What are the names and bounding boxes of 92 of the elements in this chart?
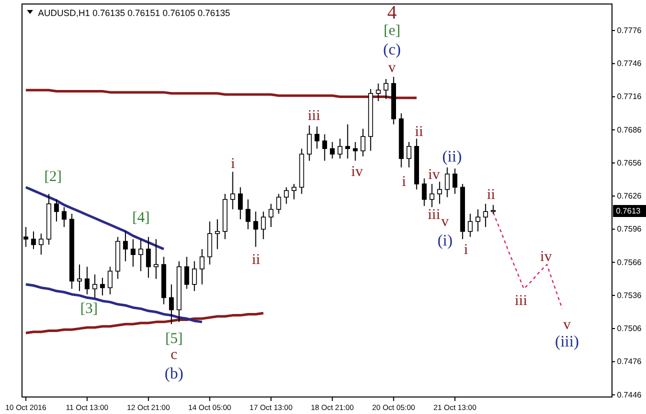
- annotation: iii: [308, 108, 320, 124]
- annotation: ii: [486, 187, 496, 203]
- annotation: v: [563, 317, 572, 333]
- candlestick: [154, 238, 158, 280]
- annotation: ii: [252, 252, 260, 268]
- candlestick: [352, 141, 358, 162]
- annotation: v: [441, 214, 450, 230]
- candlestick: [123, 230, 128, 262]
- annotation: (ii): [442, 148, 462, 166]
- y-tick-label: 0.7566: [617, 258, 642, 267]
- candlestick: [230, 171, 236, 210]
- annotation: i: [230, 156, 236, 172]
- candlestick: [214, 218, 220, 250]
- annotation: [5]: [165, 331, 183, 347]
- y-tick-label: 0.7656: [617, 158, 642, 168]
- candlestick: [452, 168, 458, 194]
- candlestick: [268, 203, 274, 228]
- candlestick: [376, 82, 381, 102]
- y-tick-label: 0.7716: [617, 92, 642, 102]
- candlestick: [146, 236, 151, 278]
- y-tick-label: 0.7446: [617, 390, 642, 400]
- candlestick: [169, 284, 174, 325]
- annotation: c: [170, 347, 178, 363]
- candlestick: [38, 233, 44, 256]
- annotation: iii: [428, 207, 440, 223]
- candlestick: [200, 248, 204, 285]
- candlestick: [338, 138, 342, 160]
- candlestick: [437, 181, 442, 204]
- candlestick: [276, 193, 282, 214]
- candlestick: [306, 124, 312, 162]
- annotation: [2]: [44, 169, 62, 185]
- candlestick: [238, 186, 243, 220]
- line-series: [24, 186, 166, 250]
- candlestick: [84, 266, 90, 295]
- candlestick: [444, 166, 450, 198]
- candlestick: [130, 238, 136, 268]
- annotation: 4: [387, 2, 398, 24]
- annotation: v: [388, 60, 396, 76]
- candlestick: [54, 198, 59, 222]
- annotation: [3]: [80, 301, 98, 317]
- y-tick-label: 0.7506: [617, 324, 642, 334]
- candlestick: [77, 264, 82, 292]
- candlestick: [360, 128, 366, 157]
- candlestick: [483, 203, 488, 228]
- y-tick-label: 0.7686: [617, 125, 642, 134]
- annotation: iii: [514, 293, 528, 309]
- candlestick: [138, 238, 144, 272]
- y-tick-label: 0.7746: [617, 59, 642, 68]
- candlestick: [100, 277, 105, 296]
- y-tick-label: 0.7476: [617, 357, 642, 366]
- text: 0.7613: [616, 206, 642, 216]
- y-tick-label: 0.7596: [617, 224, 642, 234]
- candlestick: [253, 211, 258, 248]
- annotation: i: [402, 174, 406, 190]
- candlestick: [292, 183, 296, 200]
- candlestick: [284, 186, 289, 204]
- annotation: (i): [437, 232, 453, 250]
- candlestick: [207, 220, 212, 266]
- annotation: i: [464, 242, 468, 258]
- line-series: [24, 88, 418, 100]
- candlestick: [322, 134, 328, 162]
- annotation: ii: [414, 124, 424, 140]
- candlestick: [345, 124, 350, 160]
- y-tick-label: 0.7626: [617, 192, 642, 201]
- y-tick-label: 0.7536: [617, 290, 642, 300]
- annotation: [e]: [384, 23, 400, 39]
- annotation: iv: [428, 167, 440, 183]
- candlestick: [108, 266, 113, 295]
- candlestick: [476, 208, 480, 232]
- candlestick: [92, 274, 98, 298]
- candlestick: [184, 256, 190, 290]
- annotation: (c): [383, 42, 401, 58]
- candlestick: [468, 213, 473, 238]
- candlestick: [406, 141, 412, 168]
- annotation: (b): [164, 366, 184, 382]
- candlestick: [192, 260, 197, 292]
- candlestick: [430, 183, 434, 208]
- candlestick: [330, 141, 335, 160]
- candlestick: [31, 230, 36, 250]
- candlestick: [384, 78, 388, 100]
- annotation: [4]: [132, 210, 150, 226]
- candlestick: [314, 126, 320, 150]
- annotation: iv: [351, 164, 364, 180]
- candlestick: [246, 198, 250, 230]
- annotation: (iii): [555, 334, 579, 350]
- annotation: iv: [540, 249, 552, 265]
- y-tick-label: 0.7776: [617, 26, 642, 35]
- candlestick: [260, 211, 266, 240]
- candlestick: [62, 206, 67, 228]
- candlestick: [422, 178, 427, 207]
- text: AUDUSD,H1 0.76135 0.76151 0.76105 0.76135: [38, 8, 230, 18]
- line-series: [24, 283, 204, 324]
